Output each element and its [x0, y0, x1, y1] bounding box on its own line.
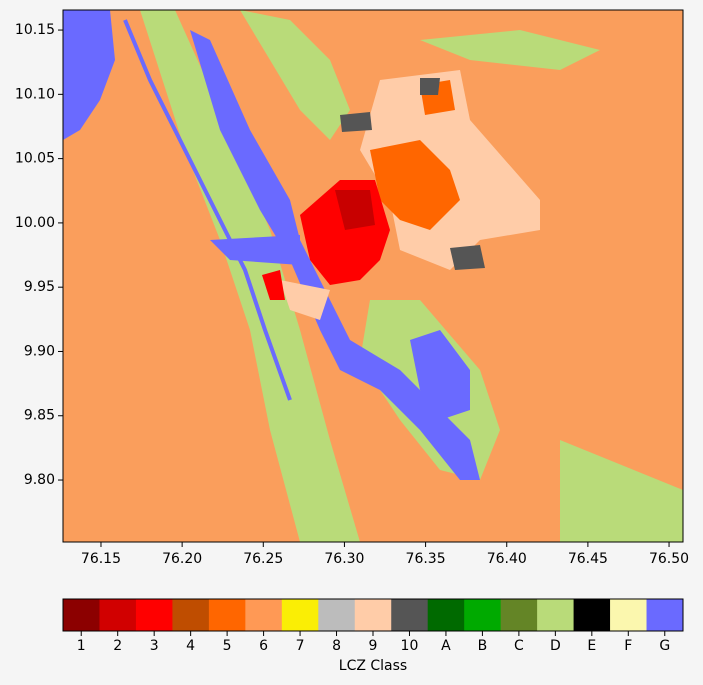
colorbar-tick-label: 1	[77, 638, 86, 654]
colorbar-swatch	[318, 599, 356, 631]
heavy-industry	[340, 112, 372, 132]
y-tick-label: 9.85	[24, 408, 55, 424]
colorbar-swatch	[135, 599, 173, 631]
water	[123, 19, 292, 401]
colorbar-swatch	[172, 599, 210, 631]
y-tick-label: 9.90	[24, 343, 55, 359]
vegetation	[140, 10, 360, 542]
colorbar-swatch	[391, 599, 429, 631]
colorbar-tick-label: 2	[113, 638, 122, 654]
colorbar-swatch	[500, 599, 538, 631]
colorbar-tick-label: E	[587, 638, 596, 654]
heavy-industry	[450, 245, 485, 270]
colorbar-swatch	[245, 599, 283, 631]
colorbar-tick-label: 3	[150, 638, 159, 654]
colorbar-tick-label: 7	[296, 638, 305, 654]
colorbar-swatch	[281, 599, 319, 631]
colorbar-tick-label: D	[550, 638, 561, 654]
colorbar-swatch	[464, 599, 502, 631]
x-tick-label: 76.45	[568, 551, 608, 567]
colorbar-swatch	[646, 599, 684, 631]
water	[190, 30, 480, 480]
map-frame	[62, 9, 684, 543]
heavy-industry	[420, 78, 440, 95]
colorbar-tick-label: 9	[369, 638, 378, 654]
colorbar-swatch	[99, 599, 137, 631]
colorbar-label: LCZ Class	[339, 658, 407, 674]
x-tick-label: 76.40	[487, 551, 527, 567]
x-tick-label: 76.20	[162, 551, 202, 567]
colorbar-tick-label: F	[624, 638, 632, 654]
colorbar-tick-label: C	[514, 638, 524, 654]
x-tick-label: 76.15	[81, 551, 121, 567]
colorbar-tick-label: G	[659, 638, 670, 654]
sparse-built	[280, 280, 330, 320]
x-tick-label: 76.25	[243, 551, 283, 567]
y-tick-label: 9.80	[24, 472, 55, 488]
vegetation	[420, 30, 600, 70]
lcz-map	[62, 9, 684, 543]
colorbar-tick-label: 6	[259, 638, 268, 654]
water	[410, 330, 470, 420]
colorbar-tick-label: 10	[401, 638, 419, 654]
colorbar-tick-label: 4	[186, 638, 195, 654]
colorbar-frame	[62, 598, 684, 632]
y-tick-label: 10.05	[15, 151, 55, 167]
y-tick-label: 10.00	[15, 215, 55, 231]
open-midrise	[370, 140, 460, 230]
colorbar-swatch	[610, 599, 648, 631]
water	[210, 235, 300, 265]
y-tick-label: 10.10	[15, 86, 55, 102]
colorbar-swatch	[537, 599, 575, 631]
x-tick-label: 76.35	[406, 551, 446, 567]
x-tick-label: 76.50	[649, 551, 689, 567]
colorbar-swatch	[354, 599, 392, 631]
colorbar-swatch	[208, 599, 246, 631]
water	[63, 10, 115, 140]
colorbar-swatch	[573, 599, 611, 631]
y-tick-label: 10.15	[15, 22, 55, 38]
vegetation	[560, 440, 683, 542]
x-tick-label: 76.30	[324, 551, 364, 567]
compact-midrise	[335, 190, 375, 230]
colorbar-swatch	[63, 599, 100, 631]
colorbar-swatch	[427, 599, 465, 631]
vegetation	[240, 10, 350, 140]
colorbar-tick-label: 5	[223, 638, 232, 654]
compact-lowrise	[262, 270, 285, 300]
colorbar-tick-label: 8	[332, 638, 341, 654]
colorbar-tick-label: A	[441, 638, 451, 654]
colorbar-tick-label: B	[478, 638, 488, 654]
y-tick-label: 9.95	[24, 279, 55, 295]
